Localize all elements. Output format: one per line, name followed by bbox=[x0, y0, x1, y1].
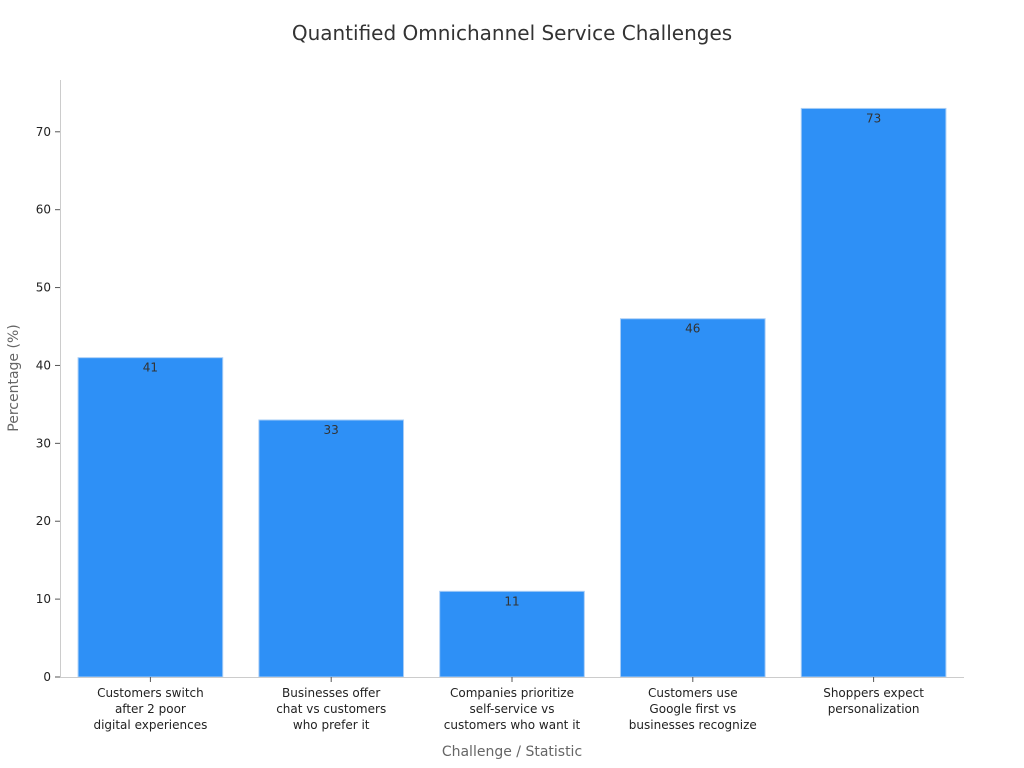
bar-value-label-2: 33 bbox=[324, 423, 339, 437]
bar-1 bbox=[77, 357, 224, 678]
bar-labels-group: 41 33 11 46 73 bbox=[143, 111, 881, 608]
y-tick-label-50: 50 bbox=[36, 281, 51, 295]
bar-value-label-5: 73 bbox=[866, 111, 881, 125]
x-tick-label-5: Shoppers expect personalization bbox=[823, 686, 924, 716]
bar-value-label-4: 46 bbox=[685, 322, 700, 336]
chart-title: Quantified Omnichannel Service Challenge… bbox=[292, 21, 732, 45]
bar-value-label-1: 41 bbox=[143, 361, 158, 375]
x-tick-label-3: Companies prioritize self-service vs custo… bbox=[444, 686, 581, 732]
y-tick-label-60: 60 bbox=[36, 203, 51, 217]
x-tick-label-1: Customers switch after 2 poor digital expe… bbox=[93, 686, 207, 732]
y-tick-label-0: 0 bbox=[43, 670, 51, 684]
bar-5 bbox=[800, 107, 947, 678]
bar-2 bbox=[258, 419, 405, 678]
bars-group bbox=[77, 107, 947, 678]
x-tick-label-2: Businesses offer chat vs customers who pre… bbox=[276, 686, 386, 732]
x-ticks-group: Customers switch after 2 poor digital expe… bbox=[93, 677, 924, 732]
y-tick-label-70: 70 bbox=[36, 125, 51, 139]
y-tick-label-30: 30 bbox=[36, 436, 51, 450]
y-tick-label-20: 20 bbox=[36, 514, 51, 528]
y-tick-label-40: 40 bbox=[36, 358, 51, 372]
bar-value-label-3: 11 bbox=[504, 594, 519, 608]
y-axis-label: Percentage (%) bbox=[6, 324, 22, 431]
y-ticks-group: 0 10 20 30 40 50 60 70 bbox=[36, 125, 60, 684]
bar-3 bbox=[439, 590, 585, 678]
y-tick-label-10: 10 bbox=[36, 592, 51, 606]
bar-4 bbox=[619, 318, 766, 678]
x-tick-label-4: Customers use Google first vs businesses r… bbox=[629, 686, 757, 732]
x-axis-label: Challenge / Statistic bbox=[442, 744, 582, 760]
